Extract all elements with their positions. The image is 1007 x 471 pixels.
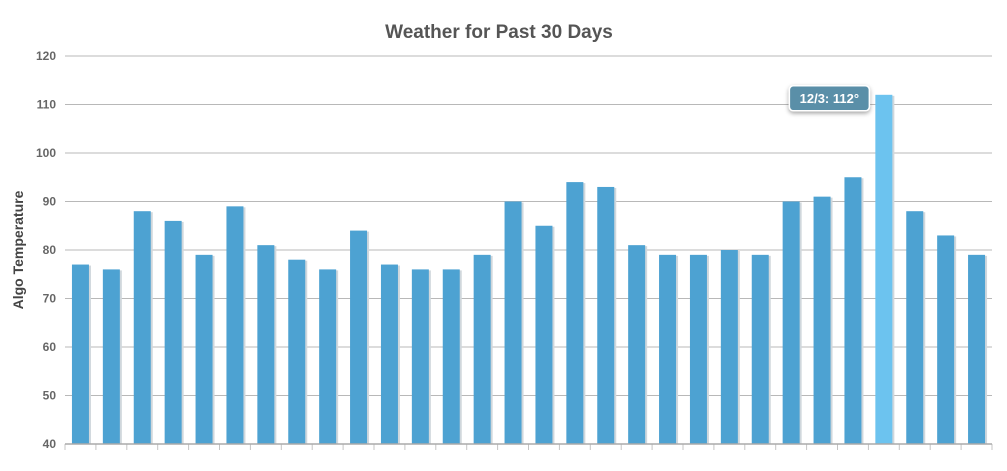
bar[interactable] xyxy=(164,220,182,444)
bar[interactable] xyxy=(566,182,584,444)
bar[interactable] xyxy=(195,254,213,444)
y-tick-label: 80 xyxy=(43,243,57,257)
bar-group-item xyxy=(195,254,215,444)
bar[interactable] xyxy=(133,211,151,444)
bar-group-item xyxy=(659,254,679,444)
x-tick-marks xyxy=(64,444,993,450)
bar[interactable] xyxy=(906,211,924,444)
bar-group-item xyxy=(906,211,926,444)
bar-group-item xyxy=(442,269,462,444)
bar-group-item xyxy=(350,230,370,444)
bar-group-item xyxy=(566,182,586,444)
bar-group-item xyxy=(473,254,493,444)
bar-group-item xyxy=(257,245,277,444)
bar[interactable] xyxy=(319,269,337,444)
y-tick-label: 60 xyxy=(43,340,57,354)
bar[interactable] xyxy=(350,230,368,444)
y-tick-label: 100 xyxy=(36,146,56,160)
bar-group-item xyxy=(720,250,740,444)
bar-group-item xyxy=(875,94,895,445)
bar-group-item xyxy=(504,201,524,445)
bar[interactable] xyxy=(442,269,460,444)
tooltip: 12/3: 112° xyxy=(788,85,871,112)
bar[interactable] xyxy=(380,264,398,444)
gridlines xyxy=(65,55,992,396)
bar[interactable] xyxy=(937,235,955,444)
bar-group-item xyxy=(288,259,308,444)
bars xyxy=(71,94,988,445)
y-tick-label: 90 xyxy=(43,195,57,209)
bar-group-item xyxy=(133,211,153,444)
bar-group-item xyxy=(411,269,431,444)
bar[interactable] xyxy=(813,196,831,444)
bar-group-item xyxy=(319,269,339,444)
bar[interactable] xyxy=(875,94,893,445)
bar[interactable] xyxy=(968,254,986,444)
y-tick-label: 70 xyxy=(43,292,57,306)
bar-group-item xyxy=(164,220,184,444)
bar-group-item xyxy=(71,264,91,444)
bar-group-item xyxy=(937,235,957,444)
bar[interactable] xyxy=(597,186,615,444)
bar-group-item xyxy=(226,206,246,444)
bar[interactable] xyxy=(288,259,306,444)
bar[interactable] xyxy=(659,254,677,444)
bar[interactable] xyxy=(504,201,522,445)
bar[interactable] xyxy=(473,254,491,444)
bar[interactable] xyxy=(844,177,862,444)
bar[interactable] xyxy=(535,225,553,444)
bar-group-item xyxy=(628,245,648,444)
bar[interactable] xyxy=(782,201,800,445)
bar[interactable] xyxy=(411,269,429,444)
tooltip-background xyxy=(788,85,871,112)
bar-group-item xyxy=(102,269,122,444)
y-tick-labels: 40 50 60 70 80 90 100 110 120 xyxy=(36,49,56,451)
y-axis-label: Algo Temperature xyxy=(10,190,26,309)
bar-group-item xyxy=(813,196,833,444)
bar[interactable] xyxy=(689,254,707,444)
bar[interactable] xyxy=(71,264,89,444)
y-tick-label: 120 xyxy=(36,49,56,63)
bar-group-item xyxy=(782,201,802,445)
y-tick-label: 50 xyxy=(43,389,57,403)
bar[interactable] xyxy=(102,269,120,444)
bar-group-item xyxy=(380,264,400,444)
bar[interactable] xyxy=(628,245,646,444)
tooltip-text: 12/3: 112° xyxy=(800,91,859,106)
bar-group-item xyxy=(597,186,617,444)
bar[interactable] xyxy=(257,245,275,444)
y-tick-label: 110 xyxy=(37,98,57,112)
bar-group-item xyxy=(751,254,771,444)
y-tick-label: 40 xyxy=(43,437,57,451)
bar[interactable] xyxy=(751,254,769,444)
bar[interactable] xyxy=(226,206,244,444)
bar-group-item xyxy=(689,254,709,444)
bar-group-item xyxy=(535,225,555,444)
bar-group-item xyxy=(968,254,988,444)
chart-title: Weather for Past 30 Days xyxy=(385,22,613,43)
bar-group-item xyxy=(844,177,864,444)
bar[interactable] xyxy=(720,250,738,444)
